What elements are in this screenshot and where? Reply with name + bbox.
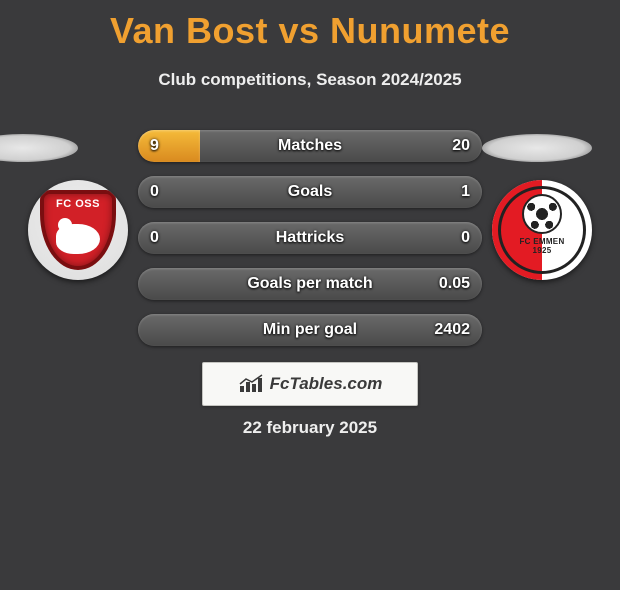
stat-value-right: 0.05: [439, 268, 470, 300]
brand-box: FcTables.com: [202, 362, 418, 406]
left-team-column: FC OSS: [18, 130, 138, 280]
left-team-crest: FC OSS: [28, 180, 128, 280]
brand-text: FcTables.com: [270, 374, 383, 394]
stat-value-right: 0: [461, 222, 470, 254]
stat-value-right: 2402: [434, 314, 470, 346]
left-shadow-oval: [0, 134, 78, 162]
stat-label: Goals: [138, 176, 482, 208]
stat-fill-left: [138, 130, 200, 162]
stat-row: Goals0 1: [138, 176, 482, 208]
stat-value-left: 0: [150, 222, 159, 254]
right-team-column: FC EMMEN1925: [482, 130, 602, 280]
stat-row: Goals per match0.05: [138, 268, 482, 300]
stat-value-left: 0: [150, 176, 159, 208]
date-text: 22 february 2025: [0, 418, 620, 438]
stat-value-right: 1: [461, 176, 470, 208]
left-team-name: FC OSS: [28, 198, 128, 210]
right-team-name: FC EMMEN1925: [492, 238, 592, 256]
stat-label: Hattricks: [138, 222, 482, 254]
stat-row: Hattricks0 0: [138, 222, 482, 254]
stat-bars: Matches920Goals01Hattricks00Goals per ma…: [138, 130, 482, 346]
subtitle: Club competitions, Season 2024/2025: [0, 70, 620, 90]
stat-value-right: 20: [452, 130, 470, 162]
right-shadow-oval: [482, 134, 592, 162]
stat-row: Min per goal2402: [138, 314, 482, 346]
right-team-crest: FC EMMEN1925: [492, 180, 592, 280]
comparison-wrap: FC OSS Matches920Goals01Hattricks00Goals…: [0, 130, 620, 346]
page-title: Van Bost vs Nunumete: [0, 10, 620, 52]
brand-chart-icon: [238, 374, 266, 394]
stat-label: Goals per match: [138, 268, 482, 300]
stat-label: Min per goal: [138, 314, 482, 346]
stat-row: Matches920: [138, 130, 482, 162]
